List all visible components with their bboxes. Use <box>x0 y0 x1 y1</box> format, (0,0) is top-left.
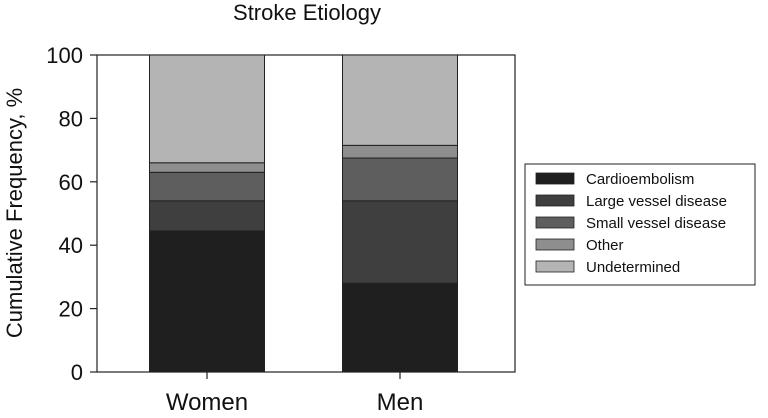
legend-label: Small vessel disease <box>586 215 726 232</box>
bar-segment-small-vessel-disease <box>149 171 265 202</box>
legend-swatch <box>535 260 575 273</box>
bar-segment-other <box>342 144 458 159</box>
legend-label: Other <box>586 237 624 254</box>
y-axis-label: Cumulative Frequency, % <box>2 88 27 338</box>
chart-title: Stroke Etiology <box>233 0 381 25</box>
legend: Cardioembolism Large vessel disease Small … <box>524 163 756 286</box>
y-tick-label: 60 <box>59 170 83 195</box>
x-tick-label: Women <box>166 389 248 413</box>
y-tick-label: 20 <box>59 297 83 322</box>
bar-segment-large-vessel-disease <box>149 200 265 232</box>
legend-swatch <box>535 216 575 229</box>
y-tick-label: 0 <box>71 360 83 385</box>
plot-frame <box>96 54 516 373</box>
legend-label: Undetermined <box>586 259 680 276</box>
y-tick-label: 40 <box>59 233 83 258</box>
bar-segment-large-vessel-disease <box>342 200 458 284</box>
y-tick-label: 80 <box>59 106 83 131</box>
legend-swatch <box>535 194 575 207</box>
x-tick-label: Men <box>377 389 424 413</box>
bar-segment-undetermined <box>342 54 458 146</box>
legend-swatch <box>535 172 575 185</box>
legend-label: Large vessel disease <box>586 193 727 210</box>
bar-segment-cardioembolism <box>149 230 265 373</box>
bar-segment-cardioembolism <box>342 282 458 373</box>
bar-segment-small-vessel-disease <box>342 157 458 202</box>
bar-segment-other <box>149 162 265 173</box>
plot-area: 0 20 40 60 80 100 Women Men <box>46 43 516 416</box>
bar-segment-undetermined <box>149 54 265 164</box>
legend-swatch <box>535 238 575 251</box>
y-tick-label: 100 <box>46 43 83 68</box>
legend-label: Cardioembolism <box>586 171 694 188</box>
